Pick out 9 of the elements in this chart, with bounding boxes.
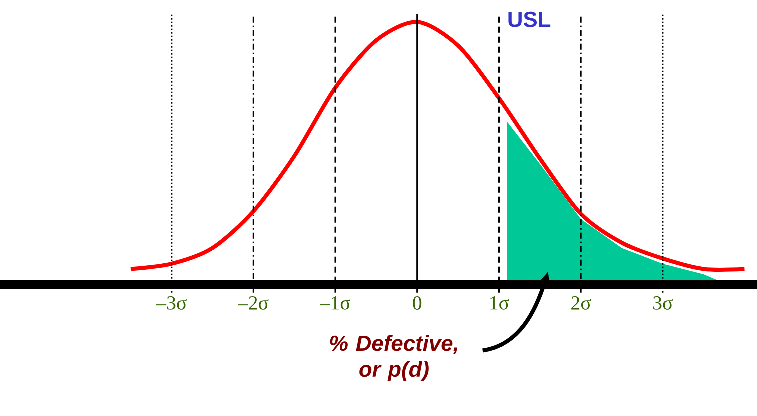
text: % Defective, or p(d) — [330, 335, 458, 382]
x-tick-label: 0 — [413, 296, 422, 310]
x-tick-label: 3σ — [653, 296, 673, 310]
x-tick-label: 2σ — [572, 296, 592, 310]
x-tick-label: –3σ — [156, 296, 187, 310]
x-tick-label: –1σ — [320, 296, 351, 310]
x-tick-label: –2σ — [238, 296, 269, 310]
ref-line-label: USL — [508, 12, 551, 28]
x-tick-label: 1σ — [490, 296, 510, 310]
